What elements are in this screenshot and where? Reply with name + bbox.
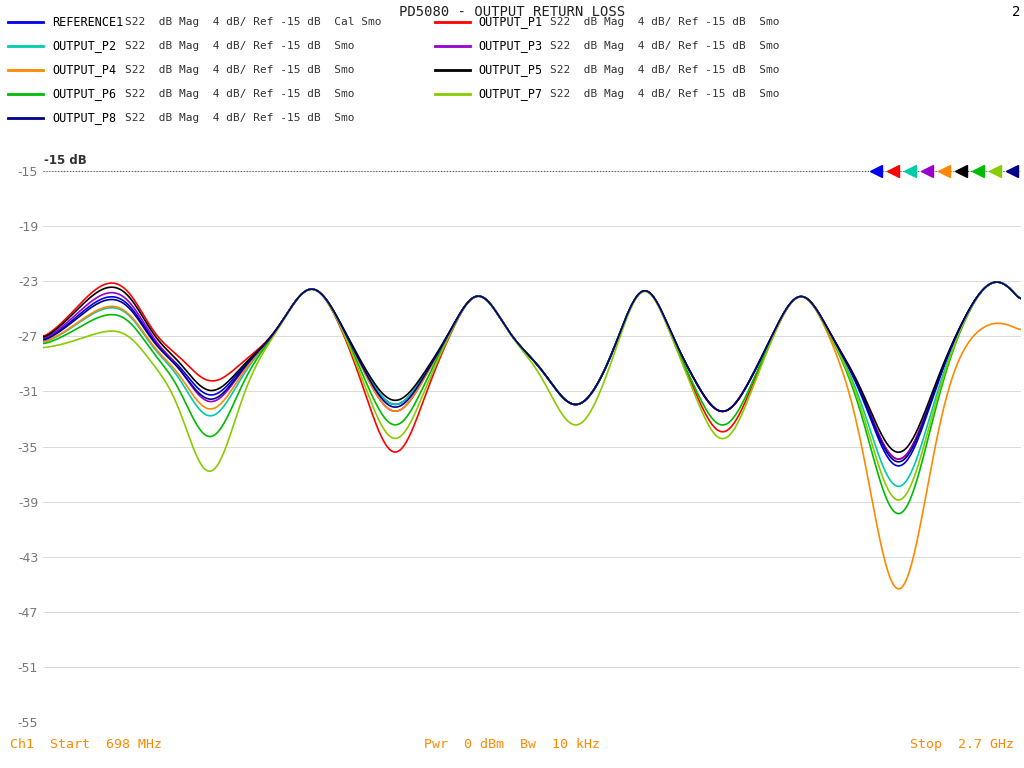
Text: OUTPUT_P6: OUTPUT_P6: [52, 88, 116, 101]
Text: REFERENCE1: REFERENCE1: [52, 15, 123, 28]
Text: S22  dB Mag  4 dB/ Ref -15 dB  Smo: S22 dB Mag 4 dB/ Ref -15 dB Smo: [550, 89, 779, 99]
Text: Pwr  0 dBm  Bw  10 kHz: Pwr 0 dBm Bw 10 kHz: [424, 739, 600, 751]
Text: S22  dB Mag  4 dB/ Ref -15 dB  Smo: S22 dB Mag 4 dB/ Ref -15 dB Smo: [125, 89, 354, 99]
Text: S22  dB Mag  4 dB/ Ref -15 dB  Smo: S22 dB Mag 4 dB/ Ref -15 dB Smo: [125, 41, 354, 51]
Text: OUTPUT_P7: OUTPUT_P7: [478, 88, 542, 101]
Text: S22  dB Mag  4 dB/ Ref -15 dB  Smo: S22 dB Mag 4 dB/ Ref -15 dB Smo: [550, 65, 779, 75]
Text: S22  dB Mag  4 dB/ Ref -15 dB  Smo: S22 dB Mag 4 dB/ Ref -15 dB Smo: [125, 65, 354, 75]
Text: OUTPUT_P4: OUTPUT_P4: [52, 64, 116, 77]
Text: -15 dB: -15 dB: [44, 154, 87, 167]
Text: S22  dB Mag  4 dB/ Ref -15 dB  Cal Smo: S22 dB Mag 4 dB/ Ref -15 dB Cal Smo: [125, 17, 382, 27]
Text: PD5080 - OUTPUT RETURN LOSS: PD5080 - OUTPUT RETURN LOSS: [399, 5, 625, 19]
Text: Stop  2.7 GHz: Stop 2.7 GHz: [909, 739, 1014, 751]
Text: S22  dB Mag  4 dB/ Ref -15 dB  Smo: S22 dB Mag 4 dB/ Ref -15 dB Smo: [550, 17, 779, 27]
Text: OUTPUT_P8: OUTPUT_P8: [52, 111, 116, 124]
Text: OUTPUT_P2: OUTPUT_P2: [52, 39, 116, 52]
Text: S22  dB Mag  4 dB/ Ref -15 dB  Smo: S22 dB Mag 4 dB/ Ref -15 dB Smo: [550, 41, 779, 51]
Text: OUTPUT_P5: OUTPUT_P5: [478, 64, 542, 77]
Text: OUTPUT_P1: OUTPUT_P1: [478, 15, 542, 28]
Text: 2: 2: [1012, 5, 1020, 19]
Text: OUTPUT_P3: OUTPUT_P3: [478, 39, 542, 52]
Text: Ch1  Start  698 MHz: Ch1 Start 698 MHz: [10, 739, 162, 751]
Text: S22  dB Mag  4 dB/ Ref -15 dB  Smo: S22 dB Mag 4 dB/ Ref -15 dB Smo: [125, 113, 354, 123]
